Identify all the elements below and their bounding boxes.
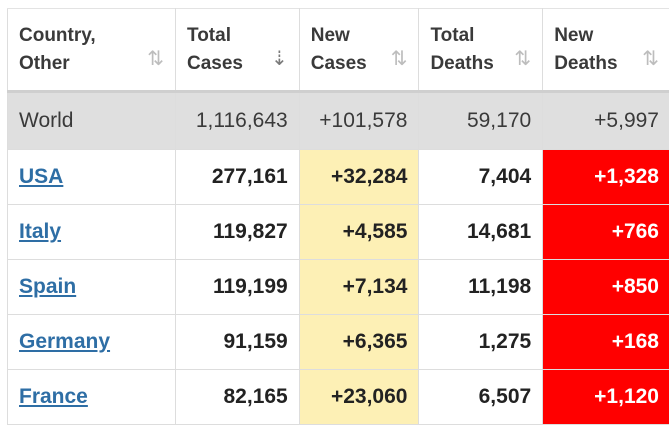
world-new-deaths-cell: +5,997 (542, 90, 669, 150)
column-header-country[interactable]: Country, Other ⇅ (7, 8, 176, 92)
table-row: Spain 119,199 +7,134 11,198 +850 (7, 259, 669, 315)
new-deaths-cell: +1,328 (542, 149, 669, 205)
new-cases-cell: +6,365 (298, 314, 420, 370)
column-header-label: Country, Other (19, 24, 96, 74)
new-cases-cell: +4,585 (298, 204, 420, 260)
table-row: Italy 119,827 +4,585 14,681 +766 (7, 204, 669, 260)
country-link[interactable]: Italy (19, 220, 62, 243)
new-cases-cell: +7,134 (298, 259, 420, 315)
country-link[interactable]: Germany (19, 330, 111, 353)
total-cases-cell: 119,827 (175, 204, 300, 260)
total-deaths-cell: 1,275 (418, 314, 544, 370)
table-header: Country, Other ⇅ Total Cases ⇣ New Cases… (7, 8, 669, 92)
sort-icon[interactable]: ⇅ (147, 48, 164, 70)
column-header-label: Total Deaths (430, 24, 494, 74)
country-cell: Italy (7, 204, 176, 260)
new-deaths-cell: +850 (542, 259, 669, 315)
new-cases-cell: +32,284 (298, 149, 420, 205)
new-deaths-cell: +168 (542, 314, 669, 370)
world-name-cell: World (7, 90, 176, 150)
column-header-label: Total Cases (187, 24, 243, 74)
total-cases-cell: 82,165 (175, 369, 300, 425)
total-deaths-cell: 11,198 (418, 259, 544, 315)
sort-descending-icon[interactable]: ⇣ (270, 48, 288, 70)
country-cell: France (7, 369, 176, 425)
new-cases-cell: +23,060 (298, 369, 420, 425)
world-new-cases-cell: +101,578 (298, 90, 420, 150)
sort-icon[interactable]: ⇅ (390, 48, 408, 70)
world-total-deaths-cell: 59,170 (418, 90, 544, 150)
column-header-total-deaths[interactable]: Total Deaths ⇅ (418, 8, 544, 92)
column-header-new-deaths[interactable]: New Deaths ⇅ (542, 8, 669, 92)
column-header-label: New Cases (310, 24, 367, 74)
world-total-row: World 1,116,643 +101,578 59,170 +5,997 (7, 90, 669, 150)
country-link[interactable]: Spain (19, 275, 77, 298)
total-deaths-cell: 6,507 (418, 369, 544, 425)
total-deaths-cell: 14,681 (418, 204, 544, 260)
sort-icon[interactable]: ⇅ (514, 48, 531, 70)
country-cell: Germany (7, 314, 176, 370)
table-row: France 82,165 +23,060 6,507 +1,120 (7, 369, 669, 425)
column-header-label: New Deaths (554, 24, 618, 74)
country-cell: USA (7, 149, 176, 205)
world-total-cases-cell: 1,116,643 (175, 90, 300, 150)
covid-stats-table: Country, Other ⇅ Total Cases ⇣ New Cases… (7, 8, 669, 425)
new-deaths-cell: +766 (542, 204, 669, 260)
total-cases-cell: 277,161 (175, 149, 300, 205)
table-row: Germany 91,159 +6,365 1,275 +168 (7, 314, 669, 370)
country-link[interactable]: France (19, 385, 88, 408)
column-header-total-cases[interactable]: Total Cases ⇣ (175, 8, 300, 92)
total-cases-cell: 119,199 (175, 259, 300, 315)
country-cell: Spain (7, 259, 176, 315)
country-link[interactable]: USA (19, 165, 64, 188)
sort-icon[interactable]: ⇅ (642, 48, 659, 70)
total-deaths-cell: 7,404 (418, 149, 544, 205)
column-header-new-cases[interactable]: New Cases ⇅ (298, 8, 420, 92)
new-deaths-cell: +1,120 (542, 369, 669, 425)
table-row: USA 277,161 +32,284 7,404 +1,328 (7, 149, 669, 205)
total-cases-cell: 91,159 (175, 314, 300, 370)
table-body: World 1,116,643 +101,578 59,170 +5,997 U… (7, 90, 669, 425)
